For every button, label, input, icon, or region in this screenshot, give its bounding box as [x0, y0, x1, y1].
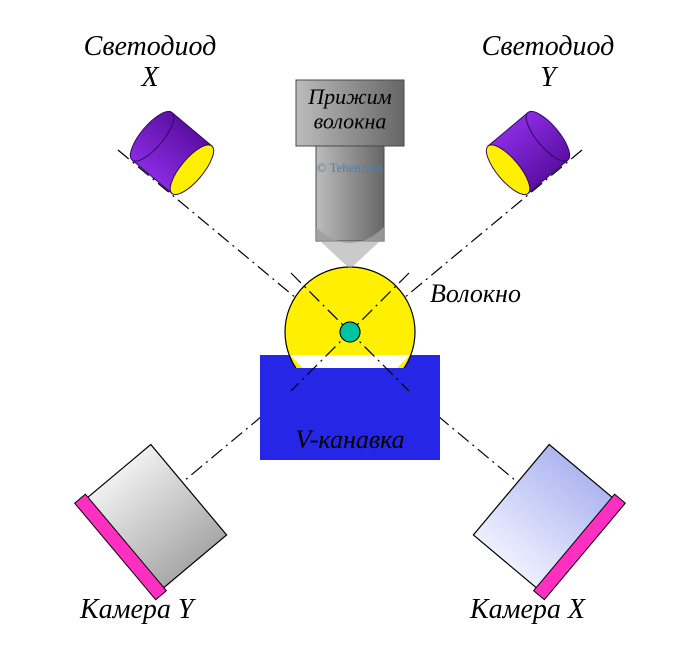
label-groove: V-канавка — [295, 425, 404, 454]
label-fiber: Волокно — [430, 279, 521, 308]
label-led-x: Светодиод — [84, 31, 217, 62]
label-cam-y: Камера Y — [79, 594, 197, 625]
watermark: © Tehencom — [317, 160, 384, 175]
label-led-y: Светодиод — [482, 31, 615, 62]
label-clamp: волокна — [314, 109, 387, 134]
fiber-core-top — [340, 322, 360, 342]
label-cam-x: Камера X — [469, 594, 586, 625]
label-clamp: Прижим — [307, 84, 391, 109]
label-led-x: X — [140, 62, 159, 93]
